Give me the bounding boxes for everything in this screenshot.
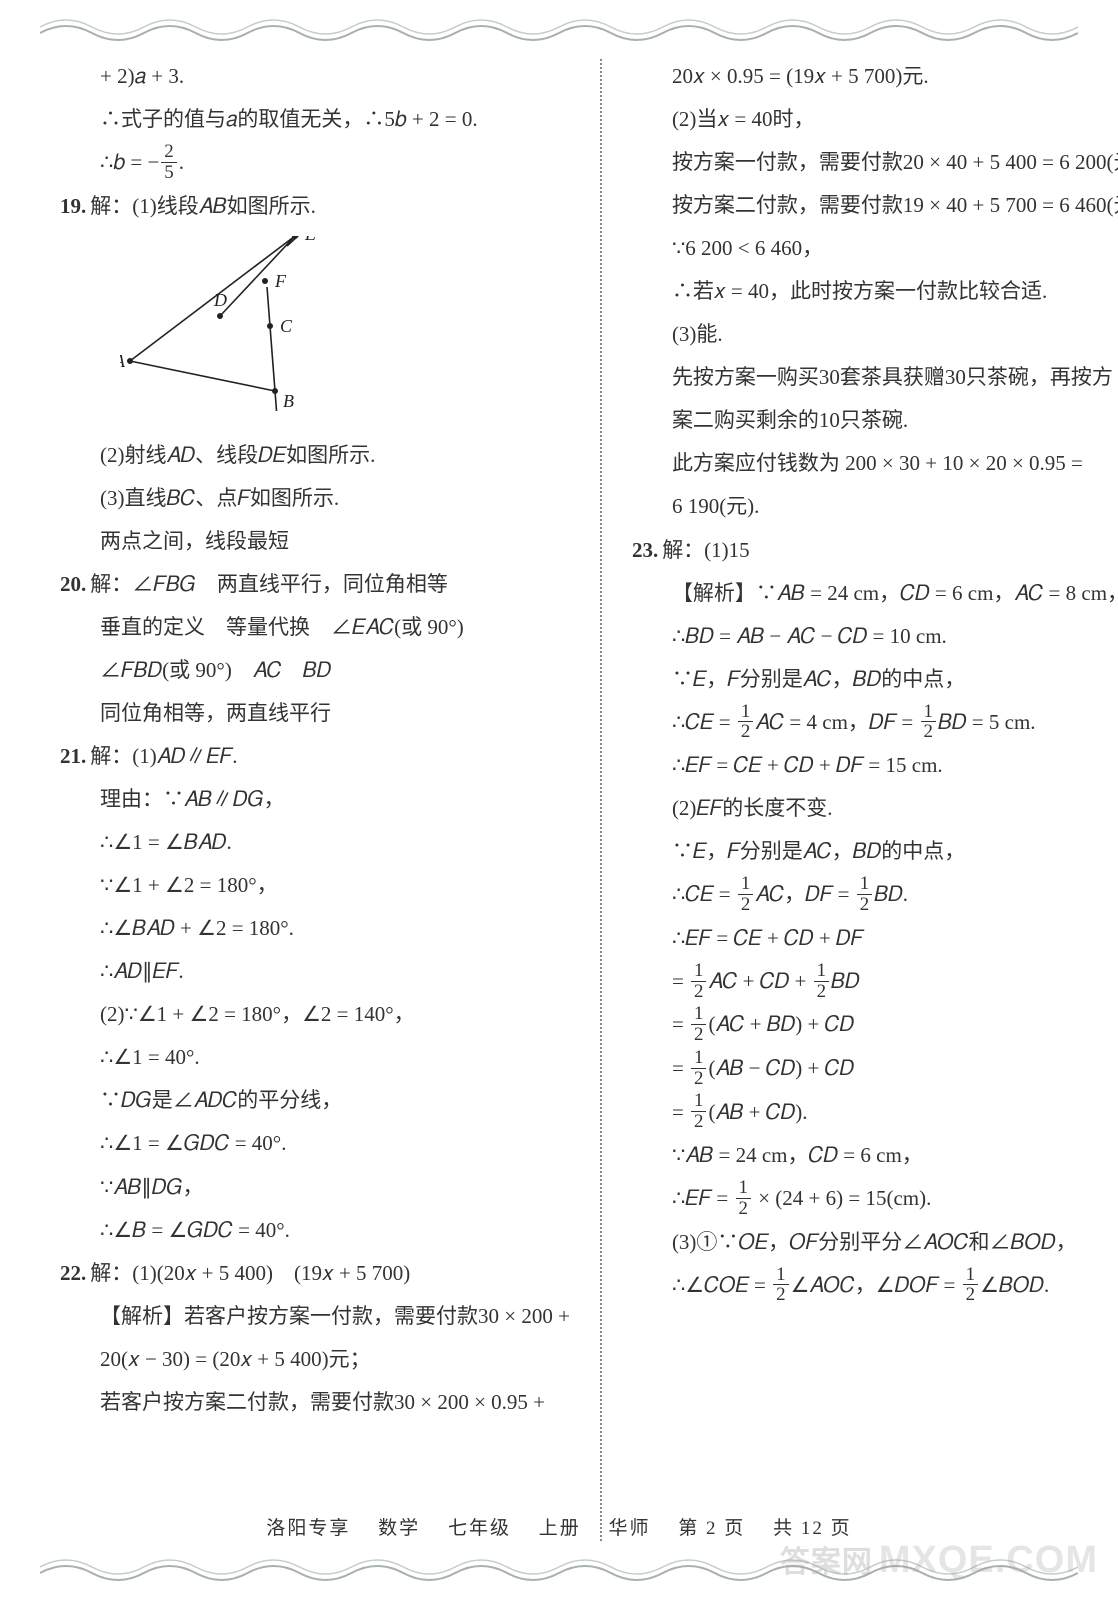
text-line: 同位角相等，两直线平行 (60, 692, 570, 735)
text-line: 【解析】∵𝐴𝐵 = 24 cm，𝐶𝐷 = 6 cm，𝐴𝐶 = 8 cm， (632, 572, 1118, 615)
page-body: + 2)𝑎 + 3.∴式子的值与𝑎的取值无关，∴5𝑏 + 2 = 0.∴𝑏 = … (60, 55, 1058, 1545)
text-line: ∴若𝑥 = 40，此时按方案一付款比较合适. (632, 270, 1118, 313)
text-line: (3)能. (632, 313, 1118, 356)
text-line: ∴∠𝐵 = ∠𝐺𝐷𝐶 = 40°. (60, 1209, 570, 1252)
text-line: (2)当𝑥 = 40时， (632, 98, 1118, 141)
text-line: 理由：∵𝐴𝐵∥𝐷𝐺， (60, 778, 570, 821)
text-line: ∴∠𝐵𝐴𝐷 + ∠2 = 180°. (60, 907, 570, 950)
text-line: ∵𝐴𝐵 = 24 cm，𝐶𝐷 = 6 cm， (632, 1134, 1118, 1177)
text-line: ∴∠1 = ∠𝐺𝐷𝐶 = 40°. (60, 1122, 570, 1165)
text-line: 按方案一付款，需要付款20 × 40 + 5 400 = 6 200(元)， (632, 141, 1118, 184)
geometry-diagram: A B C D E F (120, 236, 340, 411)
footer-region: 洛阳专享 (266, 1518, 350, 1539)
watermark: 答案网MXQE.COM (780, 1537, 1098, 1582)
text-line: ∴𝐶𝐸 = 12𝐴𝐶，𝐷𝐹 = 12𝐵𝐷. (632, 873, 1118, 917)
text-line: = 12(𝐴𝐵 − 𝐶𝐷) + 𝐶𝐷 (632, 1047, 1118, 1091)
text-line: ∴𝐴𝐷∥𝐸𝐹. (60, 950, 570, 993)
text-line: (3)①∵𝑂𝐸，𝑂𝐹分别平分∠𝐴𝑂𝐶和∠𝐵𝑂𝐷， (632, 1221, 1118, 1264)
text-line: ∵𝐸，𝐹分别是𝐴𝐶，𝐵𝐷的中点， (632, 830, 1118, 873)
page-footer: 洛阳专享 数学 七年级 上册 华师 第 2 页 共 12 页 (0, 1513, 1118, 1540)
diagram-wrapper: A B C D E F (120, 236, 570, 426)
text-line: ∴𝑏 = −25. (60, 141, 570, 185)
text-line: ∴𝐵𝐷 = 𝐴𝐵 − 𝐴𝐶 − 𝐶𝐷 = 10 cm. (632, 615, 1118, 658)
watermark-en: MXQE.COM (879, 1539, 1098, 1581)
text-line: 6 190(元). (632, 485, 1118, 528)
text-line: 两点之间，线段最短 (60, 520, 570, 563)
footer-total: 共 12 页 (773, 1518, 852, 1539)
left-column: + 2)𝑎 + 3.∴式子的值与𝑎的取值无关，∴5𝑏 + 2 = 0.∴𝑏 = … (60, 55, 600, 1545)
svg-text:D: D (213, 290, 227, 310)
svg-text:F: F (274, 271, 287, 291)
text-line: ∴∠1 = ∠𝐵𝐴𝐷. (60, 821, 570, 864)
watermark-cn: 答案网 (780, 1546, 873, 1579)
text-line: ∵6 200 < 6 460， (632, 227, 1118, 270)
footer-subject: 数学 (378, 1518, 420, 1539)
text-line: + 2)𝑎 + 3. (60, 55, 570, 98)
text-line: 按方案二付款，需要付款19 × 40 + 5 700 = 6 460(元). (632, 184, 1118, 227)
text-line: ∵𝐷𝐺是∠𝐴𝐷𝐶的平分线， (60, 1079, 570, 1122)
text-line: ∴∠𝐶𝑂𝐸 = 12∠𝐴𝑂𝐶，∠𝐷𝑂𝐹 = 12∠𝐵𝑂𝐷. (632, 1264, 1118, 1308)
text-line: 19.解：(1)线段𝐴𝐵如图所示. (60, 185, 570, 228)
text-line: = 12(𝐴𝐵 + 𝐶𝐷). (632, 1091, 1118, 1135)
text-line: 若客户按方案二付款，需要付款30 × 200 × 0.95 + (60, 1381, 570, 1424)
text-line: (3)直线𝐵𝐶、点𝐹如图所示. (60, 477, 570, 520)
text-line: ∠𝐹𝐵𝐷(或 90°) 𝐴𝐶 𝐵𝐷 (60, 649, 570, 692)
text-line: ∴∠1 = 40°. (60, 1036, 570, 1079)
text-line: 【解析】若客户按方案一付款，需要付款30 × 200 + (60, 1295, 570, 1338)
text-line: ∴𝐸𝐹 = 𝐶𝐸 + 𝐶𝐷 + 𝐷𝐹 = 15 cm. (632, 744, 1118, 787)
footer-page: 第 2 页 (678, 1518, 745, 1539)
text-line: (2)射线𝐴𝐷、线段𝐷𝐸如图所示. (60, 434, 570, 477)
text-line: 垂直的定义 等量代换 ∠𝐸𝐴𝐶(或 90°) (60, 606, 570, 649)
text-line: ∴式子的值与𝑎的取值无关，∴5𝑏 + 2 = 0. (60, 98, 570, 141)
svg-text:A: A (120, 351, 126, 371)
right-column: 20𝑥 × 0.95 = (19𝑥 + 5 700)元.(2)当𝑥 = 40时，… (602, 55, 1118, 1545)
svg-text:E: E (304, 236, 316, 244)
top-border (40, 15, 1078, 45)
svg-text:B: B (283, 391, 294, 411)
text-line: ∴𝐶𝐸 = 12𝐴𝐶 = 4 cm，𝐷𝐹 = 12𝐵𝐷 = 5 cm. (632, 701, 1118, 745)
text-line: = 12𝐴𝐶 + 𝐶𝐷 + 12𝐵𝐷 (632, 960, 1118, 1004)
text-line: = 12(𝐴𝐶 + 𝐵𝐷) + 𝐶𝐷 (632, 1003, 1118, 1047)
text-line: 21.解：(1)𝐴𝐷∥𝐸𝐹. (60, 735, 570, 778)
footer-edition: 华师 (609, 1518, 651, 1539)
text-line: 23.解：(1)15 (632, 529, 1118, 572)
text-line: ∵𝐸，𝐹分别是𝐴𝐶，𝐵𝐷的中点， (632, 658, 1118, 701)
text-line: 此方案应付钱数为 200 × 30 + 10 × 20 × 0.95 = (632, 442, 1118, 485)
text-line: ∵𝐴𝐵∥𝐷𝐺， (60, 1166, 570, 1209)
text-line: 20𝑥 × 0.95 = (19𝑥 + 5 700)元. (632, 55, 1118, 98)
text-line: ∴𝐸𝐹 = 𝐶𝐸 + 𝐶𝐷 + 𝐷𝐹 (632, 917, 1118, 960)
text-line: 20(𝑥 − 30) = (20𝑥 + 5 400)元； (60, 1338, 570, 1381)
text-line: 20.解：∠𝐹𝐵𝐺 两直线平行，同位角相等 (60, 563, 570, 606)
text-line: 22.解：(1)(20𝑥 + 5 400) (19𝑥 + 5 700) (60, 1252, 570, 1295)
footer-grade: 七年级 (448, 1518, 511, 1539)
svg-text:C: C (280, 316, 293, 336)
text-line: 先按方案一购买30套茶具获赠30只茶碗，再按方 (632, 356, 1118, 399)
text-line: (2)𝐸𝐹的长度不变. (632, 787, 1118, 830)
text-line: 案二购买剩余的10只茶碗. (632, 399, 1118, 442)
footer-term: 上册 (539, 1518, 581, 1539)
text-line: ∴𝐸𝐹 = 12 × (24 + 6) = 15(cm). (632, 1177, 1118, 1221)
text-line: ∵∠1 + ∠2 = 180°， (60, 864, 570, 907)
text-line: (2)∵∠1 + ∠2 = 180°，∠2 = 140°， (60, 993, 570, 1036)
